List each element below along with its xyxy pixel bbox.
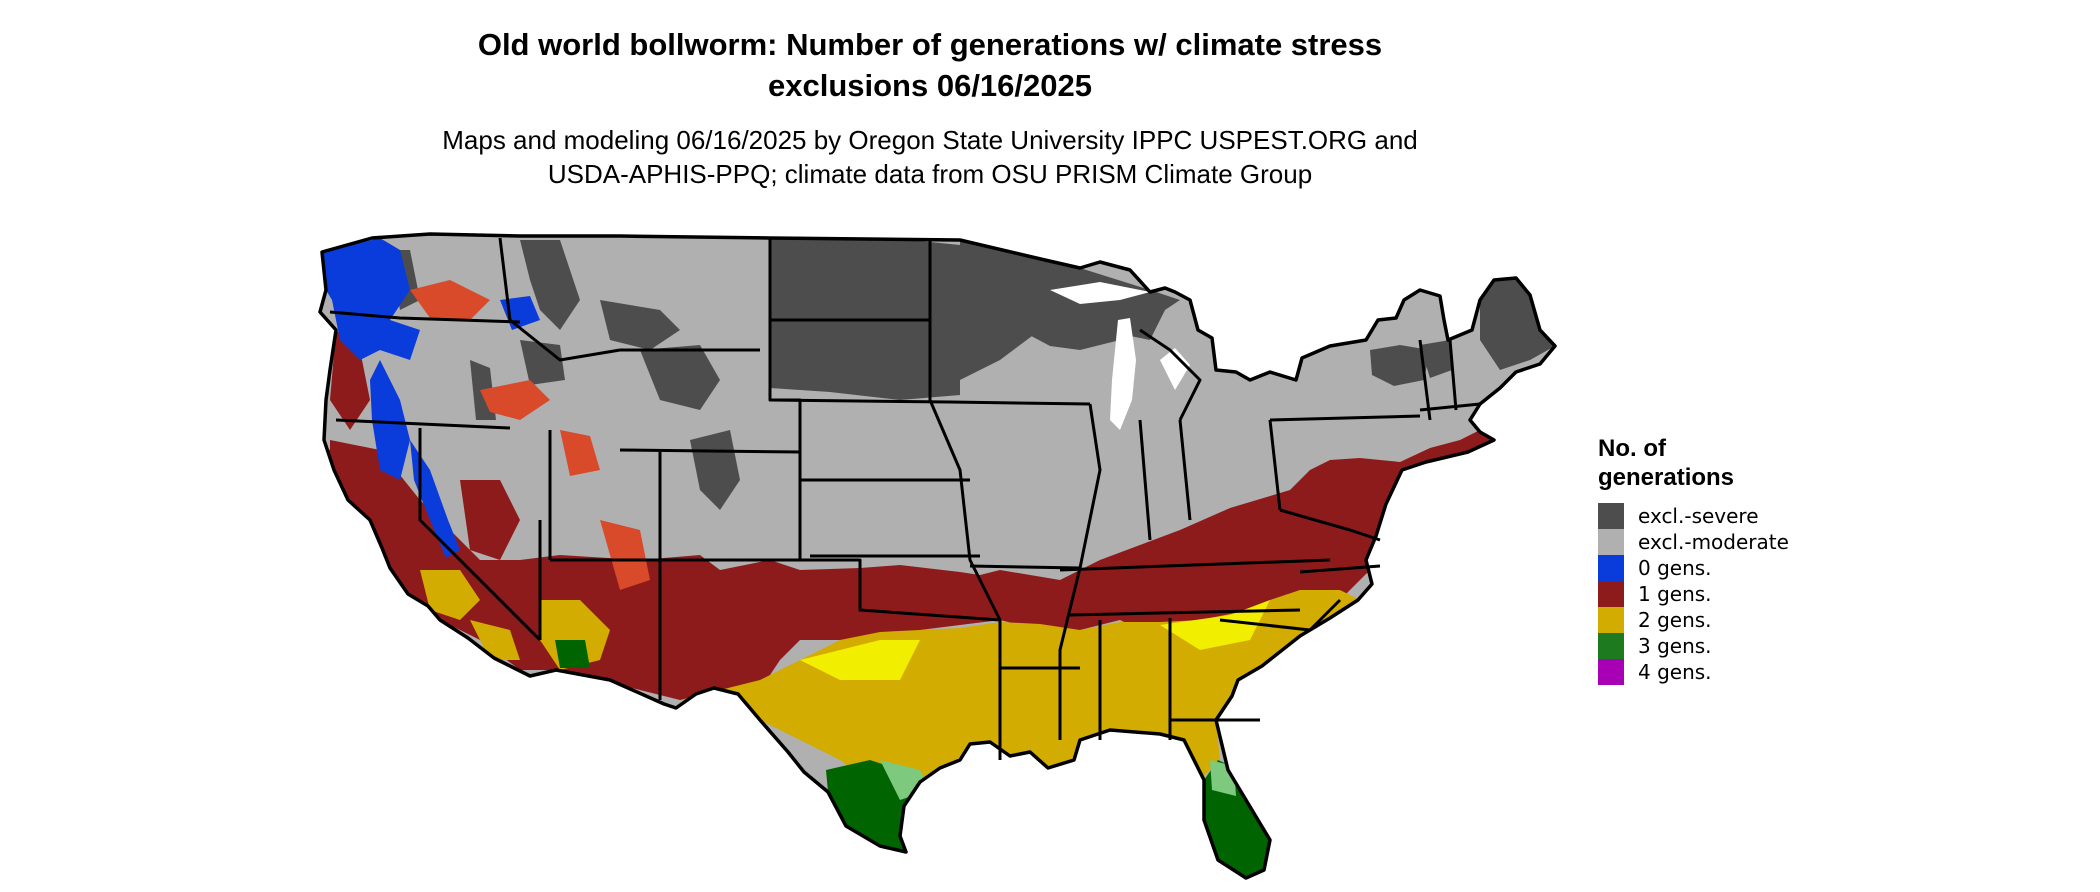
border-tx-ok (800, 558, 1001, 622)
border-wa-or (329, 310, 521, 324)
severe-north-plains-2 (770, 300, 960, 400)
legend-item-3-gens: 3 gens. (1598, 633, 1798, 659)
zero-gen-washington (320, 238, 420, 360)
lake-huron (1160, 348, 1190, 390)
legend-item-2-gens: 2 gens. (1598, 607, 1798, 633)
two-gen-california-south (420, 570, 480, 620)
border-ma-south (1419, 402, 1481, 412)
legend-swatch (1598, 659, 1624, 685)
severe-montana-mid (600, 300, 680, 350)
three-gen-arizona (555, 640, 590, 668)
border-mo-ar (969, 564, 1081, 570)
two-gen-baja-border (470, 620, 520, 660)
border-tn-ky (1059, 558, 1331, 572)
legend-label: 3 gens. (1638, 634, 1712, 658)
legend-item-4-gens: 4 gens. (1598, 659, 1798, 685)
border-plains-west (768, 238, 802, 560)
subtitle-line-2: USDA-APHIS-PPQ; climate data from OSU PR… (547, 159, 1313, 189)
legend-swatch (1598, 529, 1624, 555)
severe-wisconsin (1000, 290, 1150, 350)
legend-title: No. of generations (1598, 434, 1798, 492)
severe-montana-west (520, 240, 580, 330)
lake-superior (1050, 282, 1150, 304)
light-patch-idaho (480, 380, 550, 420)
legend-title-line-2: generations (1598, 464, 1735, 491)
legend-item-excl-moderate: excl.-moderate (1598, 529, 1798, 555)
legend-label: 1 gens. (1638, 582, 1712, 606)
border-wv-va (1279, 508, 1381, 542)
map-title: Old world bollworm: Number of generation… (380, 24, 1480, 106)
border-il-in (1138, 419, 1152, 541)
one-generation-light-patches (410, 280, 650, 590)
title-line-2: exclusions 06/16/2025 (767, 68, 1092, 103)
zero-generation-zones (320, 238, 540, 558)
lakes (1050, 282, 1190, 430)
legend-item-1-gens: 1 gens. (1598, 581, 1798, 607)
legend-swatch (1598, 555, 1624, 581)
map-subtitle: Maps and modeling 06/16/2025 by Oregon S… (330, 123, 1530, 191)
legend-label: 0 gens. (1638, 556, 1712, 580)
state-borders (329, 237, 1481, 760)
border-ca-nv (418, 428, 542, 642)
border-vt-nh (1448, 339, 1458, 411)
light-patch-utah (560, 430, 600, 476)
severe-maine (1480, 278, 1555, 370)
severe-vermont (1420, 340, 1452, 378)
legend-item-excl-severe: excl.-severe (1598, 503, 1798, 529)
border-mn-ia (928, 240, 1002, 760)
legend-items: excl.-severe excl.-moderate 0 gens. 1 ge… (1598, 503, 1798, 685)
border-tn-south (1069, 608, 1301, 617)
border-or-ca (335, 418, 511, 430)
title-line-1: Old world bollworm: Number of generation… (477, 27, 1383, 62)
subtitle-line-1: Maps and modeling 06/16/2025 by Oregon S… (442, 125, 1418, 155)
zero-gen-sierra (410, 440, 460, 558)
severe-new-york (1370, 345, 1430, 386)
two-gen-light-texas (800, 640, 920, 680)
legend: No. of generations excl.-severe excl.-mo… (1598, 434, 1798, 685)
border-mi-peninsula (1139, 328, 1202, 421)
one-gen-nevada (460, 480, 520, 560)
one-gen-california-valley (330, 440, 480, 610)
severe-wyoming (640, 345, 720, 410)
legend-swatch (1598, 607, 1624, 633)
light-patch-new-mexico (600, 520, 650, 590)
legend-swatch (1598, 633, 1624, 659)
border-in-oh (1178, 419, 1192, 521)
severe-exclusion-zones (390, 236, 1555, 510)
border-wy-co (619, 448, 801, 454)
light-patch-washington (410, 280, 490, 320)
legend-swatch (1598, 581, 1624, 607)
legend-label: excl.-moderate (1638, 530, 1789, 554)
border-ia-mo (949, 400, 1091, 406)
legend-swatch (1598, 503, 1624, 529)
legend-label: excl.-severe (1638, 504, 1759, 528)
zero-gen-oregon-cascades (370, 360, 410, 480)
border-oh-pa (1268, 419, 1282, 511)
severe-idaho (520, 340, 565, 385)
legend-title-line-1: No. of (1598, 435, 1666, 462)
legend-label: 4 gens. (1638, 660, 1712, 684)
border-id-mt (498, 237, 621, 362)
lake-michigan (1110, 318, 1136, 430)
legend-item-0-gens: 0 gens. (1598, 555, 1798, 581)
two-generation-west-zones (420, 570, 1270, 680)
severe-minnesota (910, 240, 1045, 380)
legend-label: 2 gens. (1638, 608, 1712, 632)
border-new-england-ew (1418, 339, 1432, 421)
border-pa-ny (1269, 414, 1421, 422)
